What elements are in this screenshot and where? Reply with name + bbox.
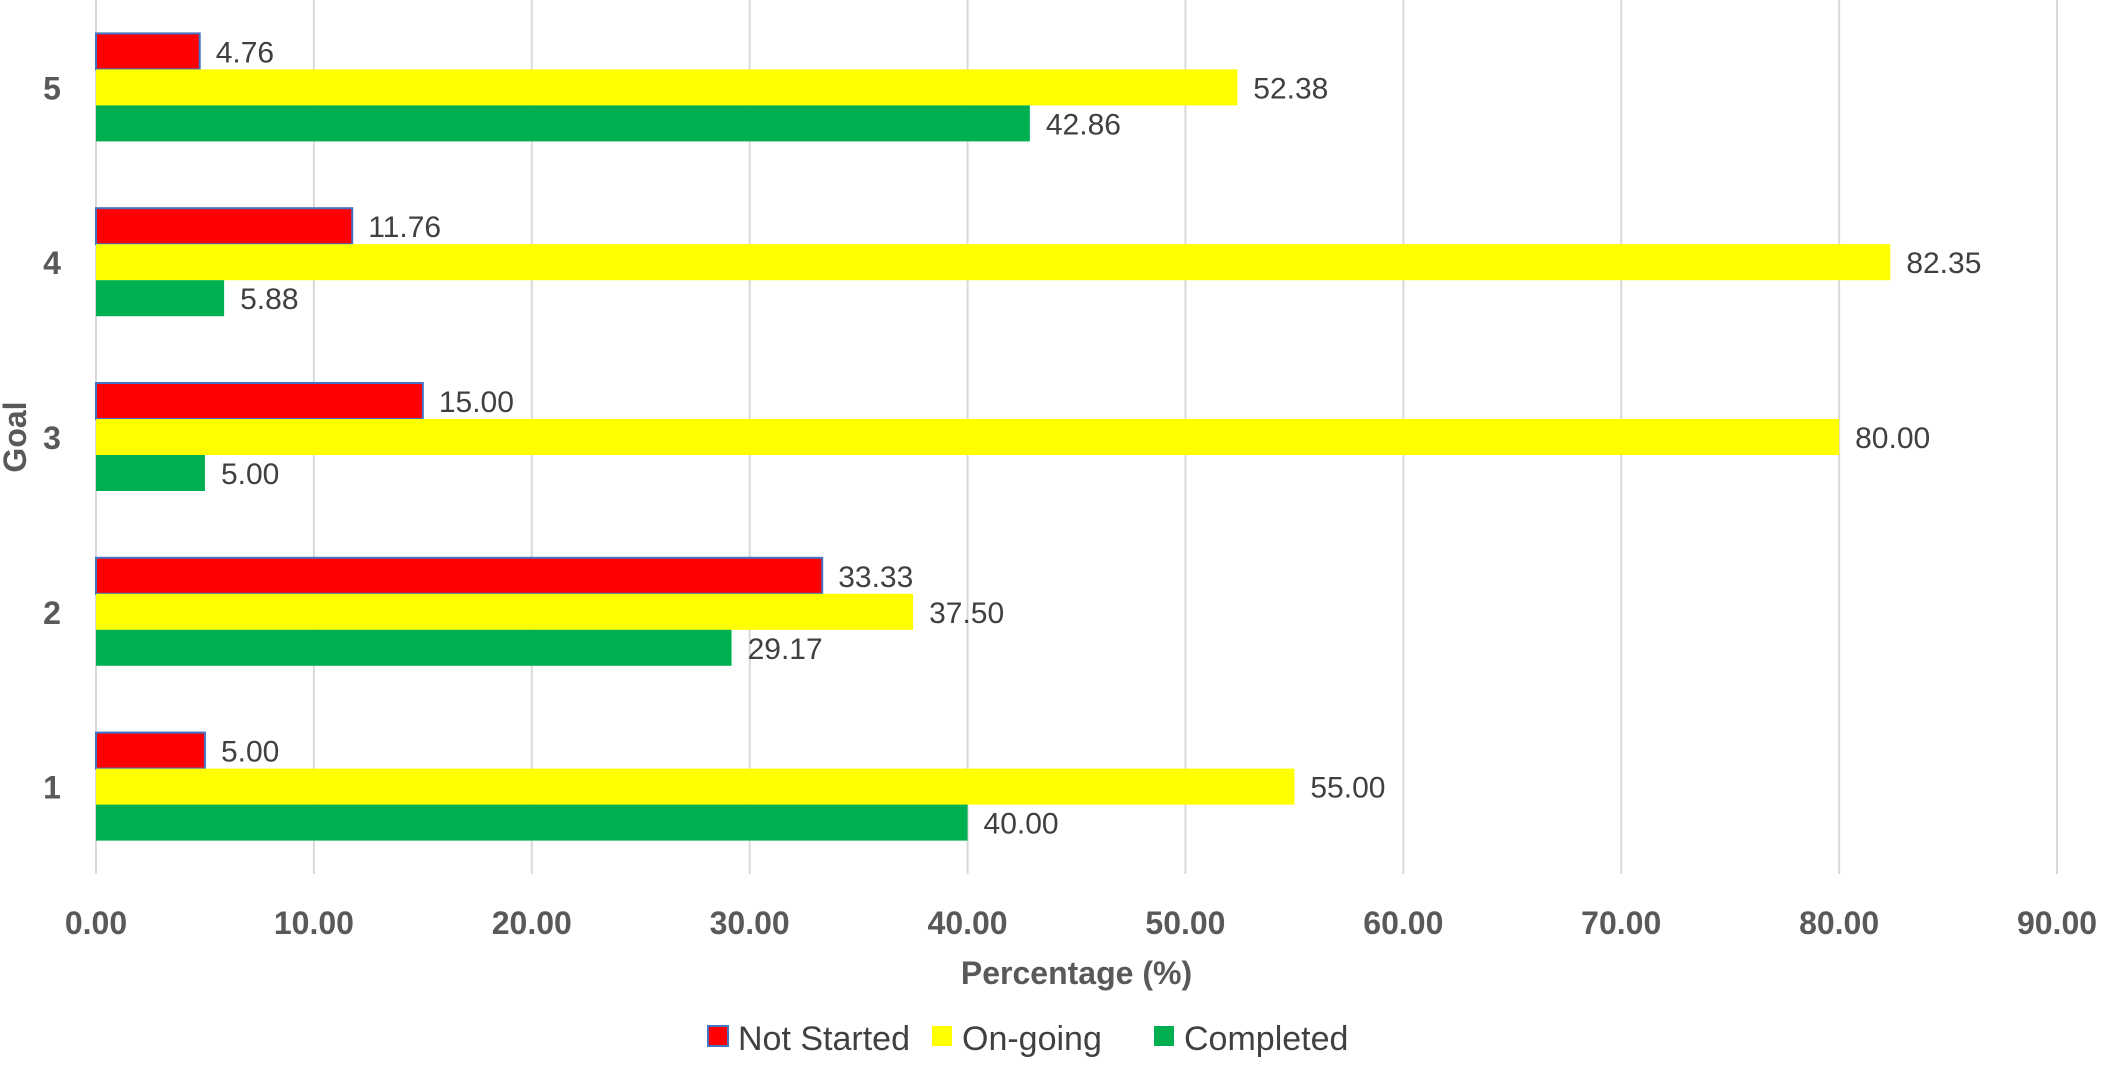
x-tick-label: 40.00 [928, 905, 1008, 941]
bar [96, 419, 1840, 455]
data-label: 15.00 [439, 386, 514, 419]
x-tick-label: 50.00 [1145, 905, 1225, 941]
bar [96, 69, 1238, 106]
bar [96, 105, 1030, 142]
bar [95, 382, 424, 420]
bar [95, 207, 354, 246]
legend-swatch [932, 1026, 952, 1046]
bar [96, 455, 205, 491]
y-tick-label: 4 [43, 245, 61, 281]
data-label: 4.76 [216, 36, 274, 69]
data-label: 29.17 [748, 633, 823, 666]
bar [96, 629, 732, 666]
bar [96, 244, 1891, 281]
bar [96, 593, 914, 630]
legend-label: On-going [962, 1020, 1102, 1058]
x-tick-label: 10.00 [274, 905, 354, 941]
bar [95, 731, 206, 770]
data-label: 52.38 [1253, 72, 1328, 105]
data-label: 11.76 [368, 211, 441, 244]
bar [95, 556, 824, 595]
data-label: 40.00 [984, 808, 1059, 841]
x-tick-label: 20.00 [492, 905, 572, 941]
data-label: 33.33 [838, 561, 913, 594]
bar [96, 768, 1295, 805]
x-axis-ticks: 0.00 10.00 20.00 30.00 40.00 50.00 60.00 70.00 8… [65, 905, 2097, 941]
data-labels: 5.00 55.00 40.00 33.33 37.50 29.17 15.00 80.00 5… [216, 36, 1982, 840]
y-tick-label: 3 [43, 420, 61, 456]
x-axis-title: Percentage (%) [961, 955, 1192, 991]
data-label: 37.50 [929, 597, 1004, 630]
y-tick-label: 1 [43, 770, 61, 806]
data-label: 42.86 [1046, 108, 1121, 141]
bars [95, 32, 1891, 841]
x-tick-label: 70.00 [1581, 905, 1661, 941]
y-axis-title: Goal [0, 401, 33, 472]
data-label: 5.00 [221, 736, 279, 769]
y-tick-label: 2 [43, 595, 61, 631]
x-tick-label: 0.00 [65, 905, 127, 941]
legend-swatch [1154, 1026, 1174, 1046]
data-label: 80.00 [1855, 422, 1930, 455]
bar [96, 280, 225, 317]
x-tick-label: 60.00 [1363, 905, 1443, 941]
y-axis-ticks: 1 2 3 4 5 [43, 70, 61, 805]
data-label: 55.00 [1310, 772, 1385, 805]
data-label: 5.88 [240, 283, 298, 316]
legend-label: Completed [1184, 1020, 1348, 1058]
data-label: 82.35 [1906, 247, 1981, 280]
x-tick-label: 30.00 [710, 905, 790, 941]
legend: Not Started On-going Completed [707, 1020, 1348, 1058]
bar [96, 804, 968, 841]
data-label: 5.00 [221, 458, 279, 491]
legend-swatch [707, 1025, 729, 1047]
y-tick-label: 5 [43, 70, 61, 106]
x-tick-label: 90.00 [2017, 905, 2097, 941]
x-tick-label: 80.00 [1799, 905, 1879, 941]
bar [95, 32, 201, 71]
legend-label: Not Started [738, 1020, 910, 1058]
